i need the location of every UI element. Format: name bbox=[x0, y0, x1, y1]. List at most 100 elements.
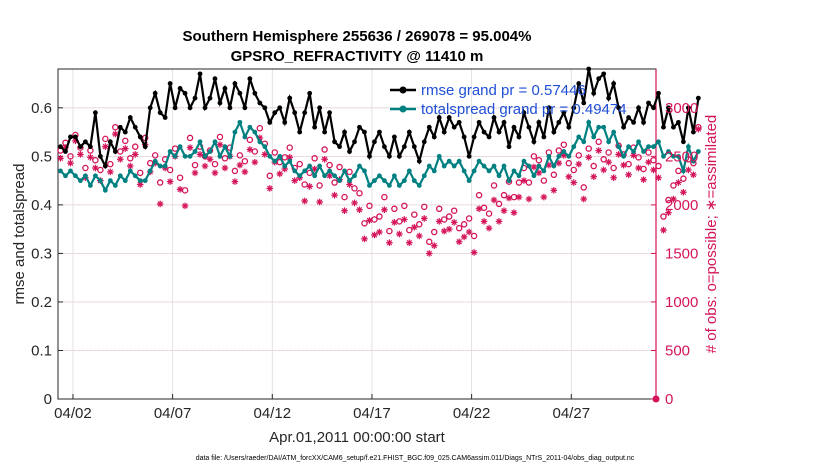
totalspread-point bbox=[58, 168, 63, 174]
rmse-point bbox=[247, 76, 253, 82]
rmse-point bbox=[406, 129, 412, 135]
rmse-point bbox=[441, 129, 447, 135]
possible-obs-point bbox=[421, 203, 428, 211]
totalspread-point bbox=[611, 129, 617, 135]
rmse-point bbox=[147, 105, 153, 111]
rmse-point bbox=[561, 110, 567, 116]
totalspread-point bbox=[676, 153, 681, 159]
rmse-point bbox=[486, 134, 492, 140]
rmse-point bbox=[651, 105, 656, 111]
assimilated-obs-point bbox=[206, 155, 214, 163]
rmse-point bbox=[232, 81, 238, 86]
possible-obs-point bbox=[236, 152, 244, 159]
rmse-point bbox=[396, 153, 402, 159]
rmse-point bbox=[526, 124, 532, 130]
possible-obs-point bbox=[336, 163, 343, 171]
rmse-point bbox=[606, 95, 612, 101]
totalspread-point bbox=[631, 149, 636, 154]
possible-obs-point bbox=[530, 153, 538, 160]
rmse-point bbox=[616, 105, 622, 111]
rmse-point bbox=[63, 149, 68, 154]
rmse-point bbox=[546, 105, 552, 111]
totalspread-point bbox=[586, 119, 592, 125]
totalspread-point bbox=[576, 134, 582, 140]
rmse-point bbox=[511, 124, 517, 130]
totalspread-point bbox=[297, 173, 303, 179]
totalspread-point bbox=[491, 163, 497, 169]
assimilated-obs-point bbox=[406, 239, 413, 247]
rmse-point bbox=[192, 95, 198, 101]
assimilated-obs-point bbox=[565, 173, 573, 181]
totalspread-point bbox=[456, 158, 462, 164]
assimilated-obs-point bbox=[590, 173, 598, 181]
rmse-point bbox=[242, 105, 248, 111]
footer-data-file: data file: /Users/raeder/DAI/ATM_forcXX/… bbox=[196, 455, 635, 462]
possible-obs-point bbox=[92, 156, 99, 164]
assimilated-obs-point bbox=[87, 154, 94, 161]
rmse-point bbox=[132, 124, 138, 130]
rmse-point bbox=[197, 71, 203, 77]
rmse-point bbox=[257, 100, 263, 106]
assimilated-obs-point bbox=[685, 166, 692, 174]
possible-obs-point bbox=[645, 149, 652, 156]
rmse-point bbox=[401, 144, 407, 150]
rmse-point bbox=[586, 66, 592, 72]
totalspread-point bbox=[78, 178, 83, 184]
rmse-point bbox=[252, 90, 258, 96]
possible-obs-point bbox=[271, 149, 279, 156]
totalspread-point bbox=[436, 153, 442, 159]
rmse-point bbox=[382, 144, 387, 150]
rmse-point bbox=[277, 105, 283, 111]
rmse-point bbox=[496, 129, 502, 135]
totalspread-point bbox=[421, 173, 427, 179]
totalspread-point bbox=[496, 173, 502, 179]
rmse-point bbox=[58, 144, 63, 150]
rmse-point bbox=[626, 115, 631, 120]
possible-obs-point bbox=[231, 167, 239, 175]
rmse-point bbox=[302, 110, 308, 116]
totalspread-point bbox=[561, 149, 567, 154]
rmse-point bbox=[142, 144, 148, 150]
totalspread-point bbox=[187, 153, 193, 159]
rmse-point bbox=[122, 129, 128, 135]
y2-tick-label: 0 bbox=[665, 391, 673, 408]
rmse-point bbox=[631, 119, 636, 125]
assimilated-obs-point bbox=[266, 185, 274, 192]
possible-obs-point bbox=[680, 175, 687, 182]
assimilated-obs-point bbox=[515, 193, 523, 201]
totalspread-point bbox=[322, 173, 328, 179]
assimilated-obs-point bbox=[435, 218, 443, 225]
totalspread-point bbox=[97, 178, 103, 184]
possible-obs-point bbox=[560, 141, 568, 148]
totalspread-point bbox=[192, 149, 198, 154]
possible-obs-point bbox=[191, 161, 199, 169]
x-tick-label: 04/17 bbox=[353, 405, 391, 422]
rmse-point bbox=[421, 139, 427, 145]
x-axis-label: Apr.01,2011 00:00:00 start bbox=[269, 429, 446, 446]
y2-tick-label: 2500 bbox=[665, 148, 698, 165]
assimilated-obs-point bbox=[500, 207, 508, 215]
totalspread-point bbox=[282, 163, 288, 169]
possible-obs-point bbox=[625, 160, 632, 168]
assimilated-obs-point bbox=[391, 219, 398, 226]
possible-obs-point bbox=[470, 232, 478, 240]
totalspread-point bbox=[357, 163, 362, 169]
totalspread-point bbox=[122, 178, 128, 184]
totalspread-point bbox=[147, 168, 153, 174]
possible-obs-point bbox=[555, 147, 563, 154]
assimilated-obs-point bbox=[316, 198, 323, 206]
possible-obs-point bbox=[435, 205, 443, 213]
assimilated-obs-point bbox=[575, 160, 583, 168]
totalspread-point bbox=[646, 144, 651, 150]
assimilated-obs-point bbox=[505, 194, 513, 202]
assimilated-obs-point bbox=[680, 188, 687, 196]
rmse-point bbox=[237, 90, 243, 96]
totalspread-point bbox=[242, 134, 248, 140]
totalspread-point bbox=[566, 153, 572, 159]
rmse-point bbox=[172, 105, 178, 111]
y-tick-label: 0.4 bbox=[31, 197, 52, 214]
rmse-point bbox=[426, 124, 432, 130]
totalspread-point bbox=[596, 124, 602, 130]
rmse-point bbox=[87, 144, 93, 150]
